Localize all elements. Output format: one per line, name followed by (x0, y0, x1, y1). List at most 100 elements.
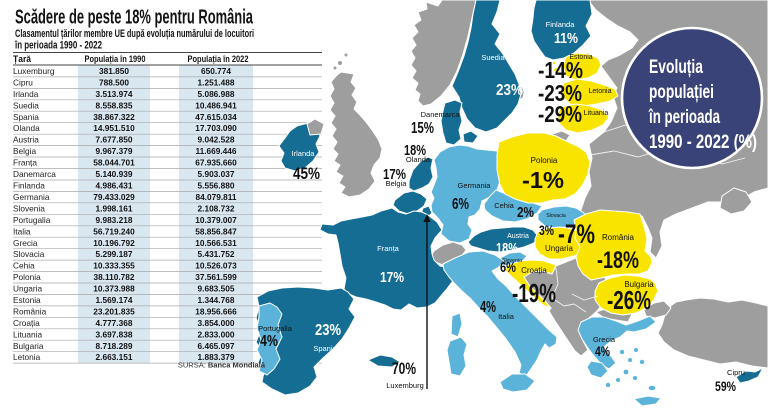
svg-text:Populația în 2022: Populația în 2022 (188, 54, 249, 65)
svg-text:Polonia: Polonia (13, 272, 41, 282)
svg-text:Spania: Spania (13, 112, 39, 122)
svg-text:1.883.379: 1.883.379 (198, 352, 235, 362)
svg-text:populației: populației (649, 82, 714, 103)
svg-text:Austria: Austria (507, 233, 529, 240)
svg-text:18.956.666: 18.956.666 (195, 306, 237, 316)
svg-text:18%: 18% (496, 240, 518, 257)
svg-text:1.251.488: 1.251.488 (198, 78, 235, 88)
svg-text:Grecia: Grecia (593, 335, 616, 344)
svg-text:Slovenia: Slovenia (13, 203, 45, 213)
svg-text:Ungaria: Ungaria (545, 244, 574, 253)
svg-text:1990 - 2022 (%): 1990 - 2022 (%) (649, 132, 757, 153)
svg-text:Germania: Germania (13, 192, 50, 202)
svg-text:47.615.034: 47.615.034 (195, 112, 237, 122)
svg-text:17.703.090: 17.703.090 (195, 123, 237, 133)
svg-text:5.431.752: 5.431.752 (198, 249, 235, 259)
svg-text:Portugalia: Portugalia (13, 215, 51, 225)
svg-text:Luxemburg: Luxemburg (13, 66, 55, 76)
svg-text:Cipru: Cipru (727, 368, 745, 377)
svg-text:Croația: Croația (521, 266, 547, 275)
svg-text:4.986.431: 4.986.431 (96, 181, 133, 191)
svg-text:România: România (13, 306, 47, 316)
svg-text:59%: 59% (715, 378, 736, 394)
svg-text:14.951.510: 14.951.510 (93, 123, 135, 133)
svg-text:7.677.850: 7.677.850 (96, 135, 133, 145)
svg-text:23%: 23% (496, 82, 523, 99)
svg-text:23.201.835: 23.201.835 (93, 306, 135, 316)
svg-text:4.777.368: 4.777.368 (96, 318, 133, 328)
svg-text:10.379.007: 10.379.007 (195, 215, 237, 225)
svg-text:Cipru: Cipru (13, 78, 33, 88)
svg-text:11.669.446: 11.669.446 (195, 146, 236, 156)
svg-text:Croația: Croația (13, 318, 40, 328)
svg-text:Lituania: Lituania (13, 329, 42, 339)
svg-text:10.333.355: 10.333.355 (93, 261, 135, 271)
svg-text:11%: 11% (554, 30, 578, 47)
svg-text:5.556.880: 5.556.880 (198, 181, 235, 191)
svg-text:10.566.531: 10.566.531 (195, 238, 237, 248)
svg-text:Clasamentul țărilor membre UE: Clasamentul țărilor membre UE după evolu… (15, 28, 254, 40)
svg-text:5.903.037: 5.903.037 (198, 169, 235, 179)
svg-text:18%: 18% (404, 142, 426, 159)
svg-text:Portugalia: Portugalia (258, 324, 293, 333)
svg-text:650.774: 650.774 (201, 66, 231, 76)
svg-text:1.344.768: 1.344.768 (198, 295, 235, 305)
svg-text:5.299.187: 5.299.187 (96, 249, 133, 259)
svg-text:Danemarca: Danemarca (13, 169, 56, 179)
svg-text:-18%: -18% (597, 247, 639, 274)
svg-text:Polonia: Polonia (531, 156, 558, 165)
svg-text:8.558.835: 8.558.835 (96, 100, 133, 110)
svg-text:Slovacia: Slovacia (13, 249, 45, 259)
svg-text:9.967.379: 9.967.379 (96, 146, 133, 156)
svg-text:Franța: Franța (377, 244, 400, 253)
svg-text:10.373.988: 10.373.988 (93, 284, 135, 294)
svg-text:8.718.289: 8.718.289 (96, 341, 133, 351)
svg-text:Belgia: Belgia (13, 146, 36, 156)
svg-text:6.465.097: 6.465.097 (198, 341, 235, 351)
svg-text:2%: 2% (517, 204, 534, 221)
svg-text:Finlanda: Finlanda (13, 181, 45, 191)
svg-text:Suedia: Suedia (13, 100, 39, 110)
svg-text:-26%: -26% (607, 285, 651, 315)
svg-text:Slovacia: Slovacia (546, 213, 566, 219)
svg-text:-23%: -23% (538, 80, 582, 106)
svg-text:Spania: Spania (313, 344, 337, 353)
svg-text:Țară: Țară (13, 54, 32, 65)
svg-text:9.983.218: 9.983.218 (96, 215, 133, 225)
svg-text:38.867.322: 38.867.322 (93, 112, 135, 122)
svg-text:SURSA: Banca Mondială: SURSA: Banca Mondială (178, 361, 266, 370)
svg-text:3.697.838: 3.697.838 (96, 329, 133, 339)
svg-text:3%: 3% (539, 222, 554, 238)
svg-text:Populația în 1990: Populația în 1990 (85, 54, 146, 65)
svg-text:Estonia: Estonia (13, 295, 41, 305)
svg-text:1.569.174: 1.569.174 (96, 295, 133, 305)
svg-text:Irlanda: Irlanda (292, 149, 316, 158)
svg-text:84.079.811: 84.079.811 (195, 192, 236, 202)
svg-text:Letonia: Letonia (13, 352, 41, 362)
svg-text:58.856.847: 58.856.847 (195, 226, 237, 236)
svg-text:58.044.701: 58.044.701 (93, 158, 135, 168)
svg-text:2.833.000: 2.833.000 (198, 329, 235, 339)
svg-text:70%: 70% (392, 359, 416, 378)
svg-text:Italia: Italia (13, 226, 31, 236)
svg-text:-14%: -14% (538, 57, 583, 83)
svg-text:4%: 4% (260, 333, 278, 350)
svg-text:788.500: 788.500 (99, 78, 129, 88)
svg-text:Slovenia: Slovenia (502, 258, 522, 264)
svg-text:Bulgaria: Bulgaria (624, 280, 654, 289)
svg-text:10.486.941: 10.486.941 (195, 100, 237, 110)
svg-text:Ungaria: Ungaria (13, 284, 42, 294)
svg-text:67.935.660: 67.935.660 (195, 158, 237, 168)
svg-text:-29%: -29% (538, 101, 582, 127)
svg-text:Cehia: Cehia (494, 201, 514, 210)
svg-text:10.196.792: 10.196.792 (93, 238, 135, 248)
svg-text:23%: 23% (315, 322, 341, 339)
svg-text:Letonia: Letonia (589, 88, 612, 95)
svg-text:5.086.988: 5.086.988 (198, 89, 235, 99)
svg-text:Finlanda: Finlanda (546, 20, 576, 29)
svg-text:6%: 6% (452, 196, 469, 213)
svg-text:17%: 17% (380, 269, 404, 286)
svg-text:37.561.599: 37.561.599 (195, 272, 237, 282)
svg-text:5.140.939: 5.140.939 (96, 169, 133, 179)
svg-text:9.683.505: 9.683.505 (198, 284, 235, 294)
